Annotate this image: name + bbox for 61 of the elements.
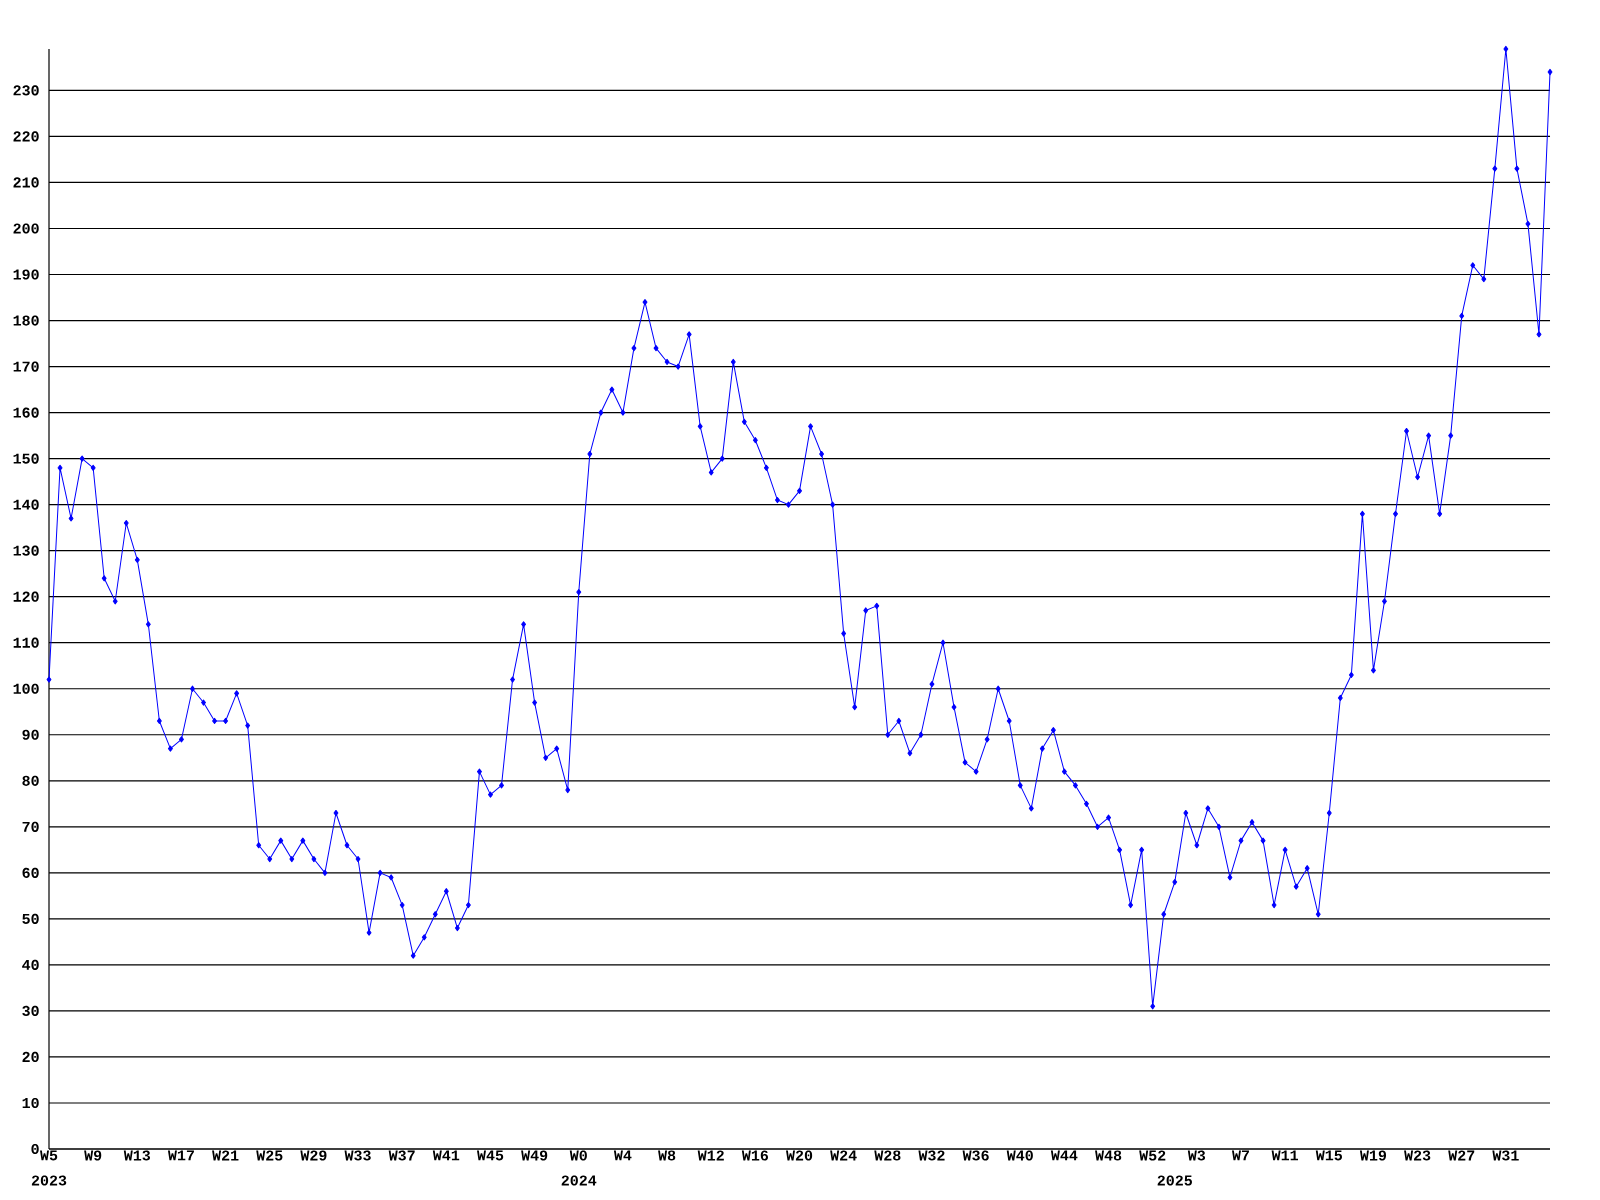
y-tick-label: 180 xyxy=(13,315,39,326)
x-tick-label: W12 xyxy=(697,1150,724,1161)
x-tick-label: W11 xyxy=(1271,1150,1299,1161)
x-tick-label: W37 xyxy=(388,1150,415,1161)
y-tick-label: 230 xyxy=(13,85,39,96)
x-tick-label: W17 xyxy=(167,1150,194,1161)
x-tick-label: W16 xyxy=(741,1150,769,1161)
x-tick-label: W0 xyxy=(569,1150,587,1161)
x-tick-label: W19 xyxy=(1359,1150,1387,1161)
x-tick-label: W25 xyxy=(256,1150,283,1161)
x-tick-label: W15 xyxy=(1315,1150,1342,1161)
x-tick-label: W29 xyxy=(300,1150,327,1161)
x-tick-label: W7 xyxy=(1231,1150,1249,1161)
x-tick-label: W41 xyxy=(432,1150,460,1161)
text: 2024 xyxy=(561,1175,597,1186)
y-tick-label: 110 xyxy=(13,637,39,648)
y-tick-label: 50 xyxy=(22,913,39,924)
y-tick-label: 190 xyxy=(13,269,39,280)
y-tick-label: 20 xyxy=(22,1051,39,1063)
y-tick-label: 30 xyxy=(22,1005,39,1017)
x-tick-label: W9 xyxy=(84,1150,102,1161)
y-tick-label: 90 xyxy=(22,729,39,740)
y-tick-label: 0 xyxy=(31,1143,39,1155)
y-tick-label: 160 xyxy=(13,407,39,418)
y-tick-label: 130 xyxy=(13,545,39,556)
x-tick-label: W27 xyxy=(1448,1150,1475,1161)
y-tick-label: 10 xyxy=(22,1097,39,1109)
x-tick-label: W31 xyxy=(1492,1150,1519,1161)
y-tick-label: 220 xyxy=(13,131,39,142)
y-tick-label: 150 xyxy=(13,453,39,464)
text: 2025 xyxy=(1157,1175,1192,1186)
y-tick-label: 120 xyxy=(13,591,39,602)
y-tick-label: 60 xyxy=(22,867,39,878)
x-tick-label: W13 xyxy=(123,1150,151,1161)
x-tick-label: W21 xyxy=(212,1150,239,1161)
x-tick-label: W40 xyxy=(1006,1150,1033,1161)
y-tick-label: 210 xyxy=(13,177,39,188)
x-tick-label: W5 xyxy=(40,1150,58,1161)
x-tick-label: W32 xyxy=(918,1150,945,1161)
text: 2023 xyxy=(31,1175,67,1186)
x-tick-label: W44 xyxy=(1050,1150,1078,1161)
y-tick-label: 140 xyxy=(13,499,39,510)
y-tick-label: 40 xyxy=(22,959,39,970)
y-tick-label: 80 xyxy=(22,775,39,786)
x-tick-label: W48 xyxy=(1095,1150,1122,1161)
y-tick-label: 200 xyxy=(13,223,39,234)
x-tick-label: W28 xyxy=(874,1150,901,1161)
x-tick-label: W24 xyxy=(830,1150,857,1161)
y-tick-label: 100 xyxy=(13,683,39,694)
x-tick-label: W36 xyxy=(962,1150,989,1161)
x-tick-label: W49 xyxy=(521,1150,548,1161)
x-tick-label: W20 xyxy=(786,1150,813,1161)
x-tick-label: W8 xyxy=(658,1150,676,1161)
x-tick-label: W23 xyxy=(1404,1150,1431,1161)
x-tick-label: W45 xyxy=(476,1150,504,1161)
x-tick-label: W33 xyxy=(344,1150,371,1161)
y-tick-label: 70 xyxy=(22,821,39,832)
x-tick-label: W4 xyxy=(613,1150,632,1161)
x-tick-label: W52 xyxy=(1139,1150,1166,1161)
x-tick-label: W3 xyxy=(1187,1150,1206,1161)
y-tick-label: 170 xyxy=(13,361,39,372)
